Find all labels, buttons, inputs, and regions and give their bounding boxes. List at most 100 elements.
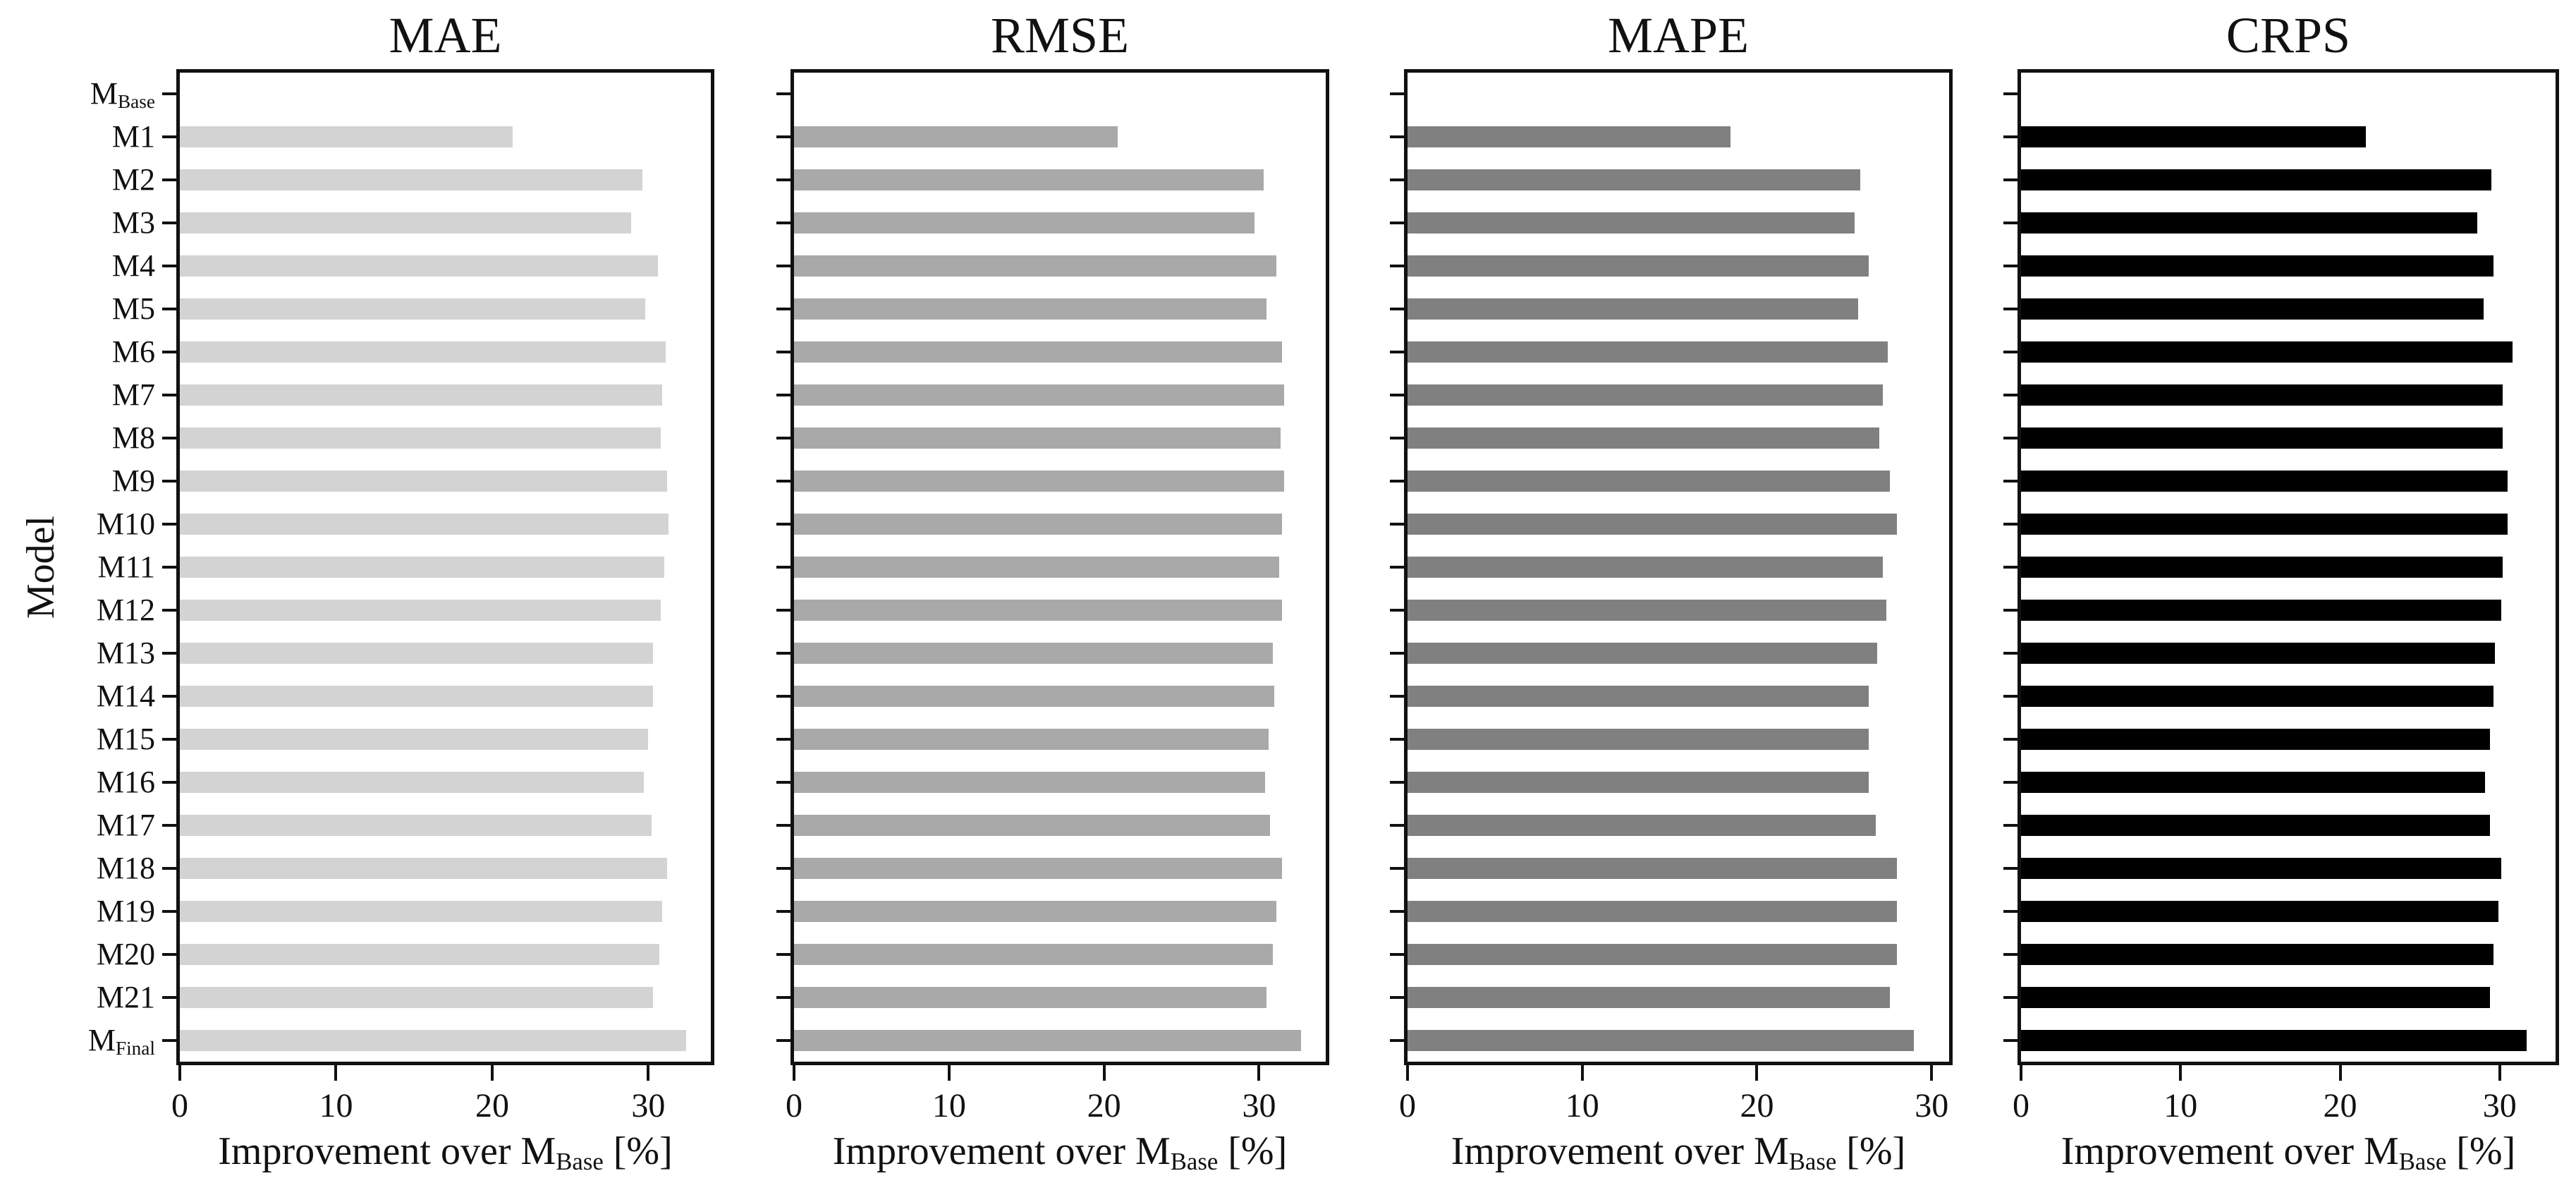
y-tick-mark bbox=[776, 694, 790, 698]
y-tick-mark bbox=[776, 135, 790, 139]
bar-M19-RMSE bbox=[794, 900, 1276, 922]
y-tick-mark bbox=[776, 995, 790, 999]
bar-M21-MAPE bbox=[1408, 986, 1890, 1008]
x-tick-label-0: 0 bbox=[1399, 1087, 1416, 1124]
x-tick-mark bbox=[1406, 1065, 1409, 1081]
y-tick-mark bbox=[2003, 651, 2018, 655]
bar-M9-RMSE bbox=[794, 471, 1284, 492]
y-tick-mark bbox=[162, 1038, 176, 1042]
y-tick-mark bbox=[776, 523, 790, 526]
bar-M2-MAE bbox=[180, 169, 642, 191]
bar-M6-MAPE bbox=[1408, 341, 1888, 363]
panel-title-mape: MAPE bbox=[1607, 7, 1750, 63]
y-tick-mark bbox=[2003, 92, 2018, 96]
bar-M12-MAPE bbox=[1408, 599, 1886, 621]
y-tick-mark bbox=[1390, 222, 1404, 225]
x-tick-mark bbox=[2020, 1065, 2022, 1081]
x-tick-mark bbox=[1580, 1065, 1584, 1081]
bar-M14-MAPE bbox=[1408, 685, 1869, 707]
y-tick-label-M18: M18 bbox=[96, 850, 155, 885]
bar-M21-RMSE bbox=[794, 986, 1266, 1008]
y-tick-mark bbox=[1390, 308, 1404, 311]
y-tick-mark bbox=[776, 265, 790, 268]
x-tick-mark bbox=[647, 1065, 650, 1081]
bar-M1-MAE bbox=[180, 126, 513, 148]
bar-M10-CRPS bbox=[2021, 514, 2508, 535]
bar-M1-MAPE bbox=[1408, 126, 1730, 148]
x-tick-label-20: 20 bbox=[1087, 1087, 1121, 1124]
plot-area-crps bbox=[2018, 69, 2559, 1065]
bar-M6-MAE bbox=[180, 341, 666, 363]
bar-M18-CRPS bbox=[2021, 857, 2501, 879]
bar-M8-MAE bbox=[180, 427, 661, 449]
y-tick-mark bbox=[162, 394, 176, 397]
y-tick-mark bbox=[2003, 566, 2018, 569]
y-tick-mark bbox=[776, 608, 790, 612]
panel-title-crps: CRPS bbox=[2226, 7, 2351, 63]
y-tick-mark bbox=[776, 308, 790, 311]
bar-M14-MAE bbox=[180, 685, 653, 707]
bar-M15-CRPS bbox=[2021, 728, 2490, 750]
y-tick-label-M1: M1 bbox=[111, 119, 155, 154]
bar-M11-MAE bbox=[180, 557, 664, 578]
y-tick-label-M11: M11 bbox=[97, 550, 156, 584]
x-tick-label-10: 10 bbox=[2163, 1087, 2198, 1124]
bar-M11-RMSE bbox=[794, 557, 1279, 578]
y-tick-mark bbox=[162, 651, 176, 655]
x-tick-mark bbox=[2498, 1065, 2501, 1081]
bar-M7-RMSE bbox=[794, 384, 1284, 406]
bar-M16-RMSE bbox=[794, 771, 1265, 793]
y-tick-mark bbox=[776, 823, 790, 827]
y-tick-mark bbox=[1390, 780, 1404, 784]
bar-MFinal-CRPS bbox=[2021, 1029, 2527, 1051]
bar-M4-RMSE bbox=[794, 255, 1276, 277]
y-tick-mark bbox=[2003, 995, 2018, 999]
y-tick-mark bbox=[776, 952, 790, 956]
x-tick-mark bbox=[2179, 1065, 2183, 1081]
y-tick-mark bbox=[2003, 135, 2018, 139]
x-tick-label-10: 10 bbox=[319, 1087, 353, 1124]
y-tick-mark bbox=[1390, 1038, 1404, 1042]
y-tick-mark bbox=[1390, 92, 1404, 96]
bar-M18-MAE bbox=[180, 857, 667, 879]
y-tick-mark bbox=[2003, 523, 2018, 526]
x-tick-mark bbox=[1257, 1065, 1261, 1081]
y-tick-label-M3: M3 bbox=[111, 205, 155, 241]
y-tick-mark bbox=[776, 92, 790, 96]
bar-M11-CRPS bbox=[2021, 557, 2503, 578]
bar-M5-MAE bbox=[180, 298, 645, 320]
bar-M3-RMSE bbox=[794, 212, 1255, 234]
y-tick-mark bbox=[776, 351, 790, 354]
y-tick-mark bbox=[162, 566, 176, 569]
bar-M10-RMSE bbox=[794, 514, 1282, 535]
y-tick-label-M9: M9 bbox=[111, 463, 155, 499]
y-tick-mark bbox=[2003, 780, 2018, 784]
plot-area-mae bbox=[176, 69, 714, 1065]
x-tick-mark bbox=[1102, 1065, 1106, 1081]
y-tick-mark bbox=[2003, 480, 2018, 483]
bar-M3-MAE bbox=[180, 212, 631, 234]
bar-M5-MAPE bbox=[1408, 298, 1858, 320]
x-tick-mark bbox=[1930, 1065, 1934, 1081]
bar-M5-CRPS bbox=[2021, 298, 2484, 320]
x-tick-mark bbox=[490, 1065, 494, 1081]
y-tick-mark bbox=[2003, 694, 2018, 698]
y-tick-mark bbox=[1390, 566, 1404, 569]
y-tick-mark bbox=[2003, 308, 2018, 311]
y-tick-label-M2: M2 bbox=[111, 162, 155, 198]
y-tick-mark bbox=[2003, 1038, 2018, 1042]
y-tick-mark bbox=[162, 694, 176, 698]
y-tick-label-M8: M8 bbox=[111, 420, 155, 456]
y-tick-mark bbox=[162, 135, 176, 139]
y-tick-mark bbox=[776, 651, 790, 655]
x-tick-mark bbox=[2338, 1065, 2342, 1081]
y-tick-mark bbox=[162, 608, 176, 612]
bar-M3-MAPE bbox=[1408, 212, 1855, 234]
bar-M13-CRPS bbox=[2021, 642, 2495, 664]
y-tick-mark bbox=[162, 265, 176, 268]
y-tick-mark bbox=[162, 523, 176, 526]
y-tick-mark bbox=[162, 737, 176, 741]
bar-M15-RMSE bbox=[794, 728, 1269, 750]
y-tick-mark bbox=[776, 737, 790, 741]
y-tick-mark bbox=[162, 780, 176, 784]
